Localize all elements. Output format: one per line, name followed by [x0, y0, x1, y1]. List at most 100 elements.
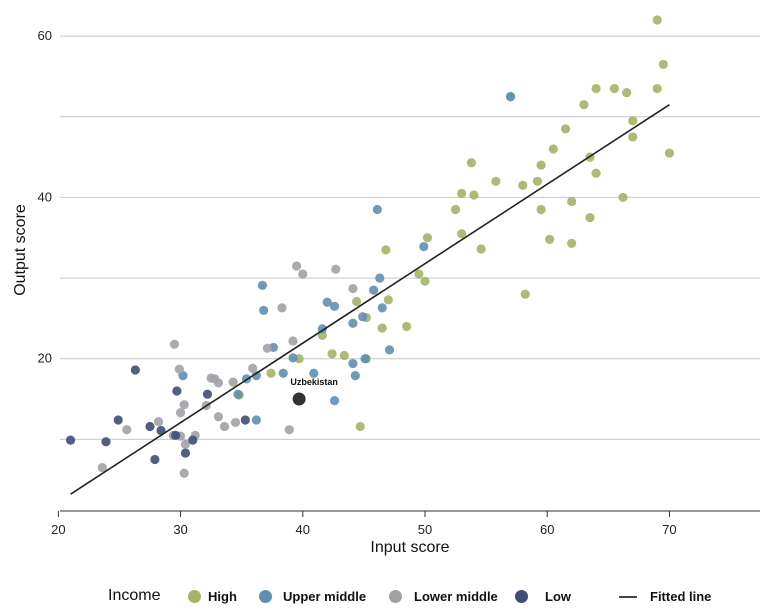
x-axis-label: Input score — [370, 539, 449, 556]
point-high-32 — [381, 245, 391, 255]
point-high-35 — [520, 289, 530, 299]
point-high-31 — [476, 244, 486, 254]
point-low-0 — [130, 365, 140, 375]
legend-label-upper-middle: Upper middle — [283, 589, 367, 604]
fitted-line — [70, 104, 670, 495]
point-low-6 — [156, 425, 166, 436]
point-high-9 — [560, 124, 571, 134]
point-low-1 — [172, 386, 182, 396]
legend: Income High Upper middle Lower middle Lo… — [0, 582, 781, 610]
point-high-27 — [457, 229, 467, 239]
data-points — [65, 15, 675, 478]
point-lower-middle-1 — [298, 269, 308, 279]
point-high-33 — [414, 269, 424, 279]
point-upper-middle-4 — [375, 273, 385, 283]
point-high-7 — [628, 116, 638, 126]
point-low-4 — [113, 415, 123, 425]
point-low-10 — [101, 437, 111, 447]
y-axis-label: Output score — [12, 204, 29, 296]
highlight-point — [292, 392, 306, 406]
point-high-5 — [652, 83, 662, 94]
point-lower-middle-17 — [213, 412, 224, 422]
point-high-0 — [652, 15, 662, 25]
x-tick-60: 60 — [540, 522, 554, 537]
y-tick-20: 20 — [38, 351, 52, 366]
point-high-26 — [585, 212, 595, 223]
point-lower-middle-23 — [180, 439, 191, 449]
point-lower-middle-20 — [153, 417, 164, 427]
point-high-46 — [266, 368, 276, 378]
point-low-7 — [171, 430, 181, 440]
point-high-41 — [317, 330, 327, 340]
point-high-34 — [420, 276, 430, 286]
point-lower-middle-26 — [179, 468, 189, 478]
point-upper-middle-9 — [259, 305, 269, 315]
x-tick-labels: 20 30 40 50 60 70 — [51, 511, 677, 537]
point-high-18 — [532, 176, 543, 186]
legend-label-lower-middle: Lower middle — [414, 589, 498, 604]
point-low-9 — [65, 435, 76, 445]
point-high-48 — [355, 421, 365, 432]
legend-swatch-lower-middle — [389, 590, 402, 603]
y-tick-40: 40 — [38, 189, 52, 204]
point-high-6 — [579, 100, 589, 110]
point-low-3 — [240, 415, 250, 425]
point-upper-middle-24 — [329, 396, 340, 406]
point-low-12 — [150, 454, 160, 465]
point-lower-middle-6 — [262, 343, 272, 353]
point-high-24 — [450, 204, 461, 215]
point-high-16 — [591, 168, 601, 178]
y-tick-labels: 20 40 60 — [38, 28, 52, 366]
point-low-8 — [188, 435, 198, 445]
point-upper-middle-8 — [329, 301, 340, 311]
point-high-25 — [536, 204, 546, 215]
fitted-line-group — [70, 104, 670, 495]
point-lower-middle-7 — [169, 339, 180, 349]
point-high-3 — [609, 83, 620, 94]
point-high-29 — [567, 238, 577, 248]
point-lower-middle-14 — [179, 400, 189, 410]
y-tick-60: 60 — [38, 28, 52, 43]
point-lower-middle-2 — [331, 264, 341, 274]
point-upper-middle-17 — [360, 354, 370, 364]
legend-label-fitted-line: Fitted line — [650, 589, 712, 604]
point-high-36 — [383, 295, 393, 305]
point-high-39 — [402, 321, 412, 332]
point-upper-middle-14 — [384, 345, 395, 355]
point-high-23 — [618, 192, 628, 203]
point-upper-middle-20 — [350, 371, 360, 381]
point-upper-middle-10 — [358, 312, 368, 322]
point-lower-middle-3 — [348, 283, 358, 294]
point-upper-middle-6 — [322, 297, 332, 307]
point-upper-middle-7 — [377, 303, 387, 313]
point-lower-middle-0 — [292, 261, 302, 271]
legend-fitted-line-swatch — [619, 596, 637, 598]
point-lower-middle-18 — [230, 417, 241, 428]
legend-title: Income — [108, 587, 161, 604]
point-lower-middle-4 — [277, 303, 287, 313]
point-upper-middle-1 — [372, 204, 382, 215]
point-high-21 — [469, 190, 479, 200]
point-low-5 — [145, 421, 155, 432]
highlight-label: Uzbekistan — [290, 377, 338, 387]
point-lower-middle-12 — [248, 363, 258, 373]
point-high-12 — [664, 148, 675, 158]
point-low-11 — [180, 448, 191, 458]
point-high-30 — [422, 233, 433, 243]
point-lower-middle-27 — [284, 425, 294, 435]
point-upper-middle-2 — [419, 242, 429, 252]
point-high-37 — [351, 296, 362, 307]
point-high-28 — [545, 234, 555, 244]
point-lower-middle-11 — [228, 377, 238, 387]
point-upper-middle-23 — [233, 389, 243, 399]
x-tick-50: 50 — [418, 522, 432, 537]
point-upper-middle-0 — [505, 92, 516, 102]
point-upper-middle-5 — [369, 285, 379, 295]
point-high-14 — [466, 158, 477, 168]
point-upper-middle-25 — [251, 415, 261, 425]
x-tick-30: 30 — [173, 522, 187, 537]
point-high-20 — [457, 188, 467, 198]
point-low-2 — [202, 389, 213, 399]
point-high-17 — [491, 176, 501, 186]
legend-swatch-low — [515, 590, 528, 603]
